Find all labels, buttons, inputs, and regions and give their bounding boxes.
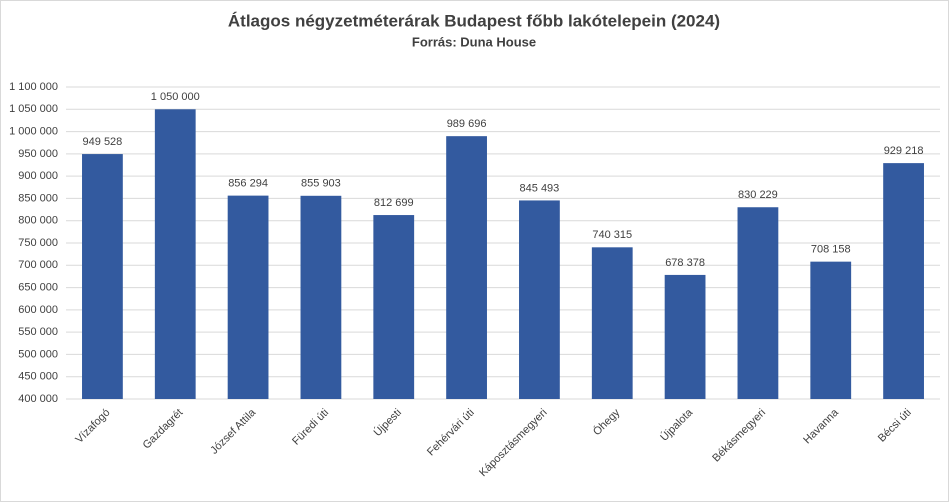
- y-tick-label: 750 000: [18, 237, 58, 249]
- bar: [373, 215, 415, 399]
- bar: [154, 109, 196, 400]
- value-label: 812 699: [374, 197, 414, 209]
- value-label: 740 315: [592, 229, 632, 241]
- y-tick-label: 550 000: [18, 326, 58, 338]
- value-label: 855 903: [301, 178, 341, 190]
- bar: [810, 261, 852, 399]
- value-label: 678 378: [665, 257, 705, 269]
- value-label: 929 218: [884, 145, 924, 157]
- bar: [883, 163, 924, 399]
- value-label: 989 696: [447, 118, 487, 130]
- y-tick-label: 850 000: [18, 192, 58, 204]
- y-tick-label: 700 000: [18, 259, 58, 271]
- bar: [737, 207, 779, 399]
- bar: [591, 247, 633, 399]
- y-tick-label: 900 000: [18, 170, 58, 182]
- bar: [519, 200, 560, 399]
- y-tick-label: 1 050 000: [9, 103, 58, 115]
- bar: [664, 274, 706, 399]
- y-tick-label: 600 000: [18, 304, 58, 316]
- chart-title: Átlagos négyzetméterárak Budapest főbb l…: [228, 11, 720, 30]
- y-tick-label: 1 000 000: [9, 125, 58, 137]
- bar: [446, 136, 487, 399]
- y-tick-label: 500 000: [18, 348, 58, 360]
- bar: [82, 154, 123, 399]
- value-label: 856 294: [228, 178, 268, 190]
- value-label: 949 528: [83, 136, 123, 148]
- y-tick-label: 800 000: [18, 215, 58, 227]
- bar: [227, 195, 269, 399]
- bar: [300, 195, 342, 399]
- y-tick-label: 650 000: [18, 281, 58, 293]
- value-label: 845 493: [520, 182, 560, 194]
- value-label: 830 229: [738, 189, 778, 201]
- value-label: 708 158: [811, 244, 851, 256]
- y-tick-label: 400 000: [18, 393, 58, 405]
- y-tick-label: 450 000: [18, 371, 58, 383]
- y-tick-label: 1 100 000: [9, 81, 58, 93]
- y-tick-label: 950 000: [18, 148, 58, 160]
- value-label: 1 050 000: [151, 91, 200, 103]
- chart-subtitle: Forrás: Duna House: [412, 34, 536, 49]
